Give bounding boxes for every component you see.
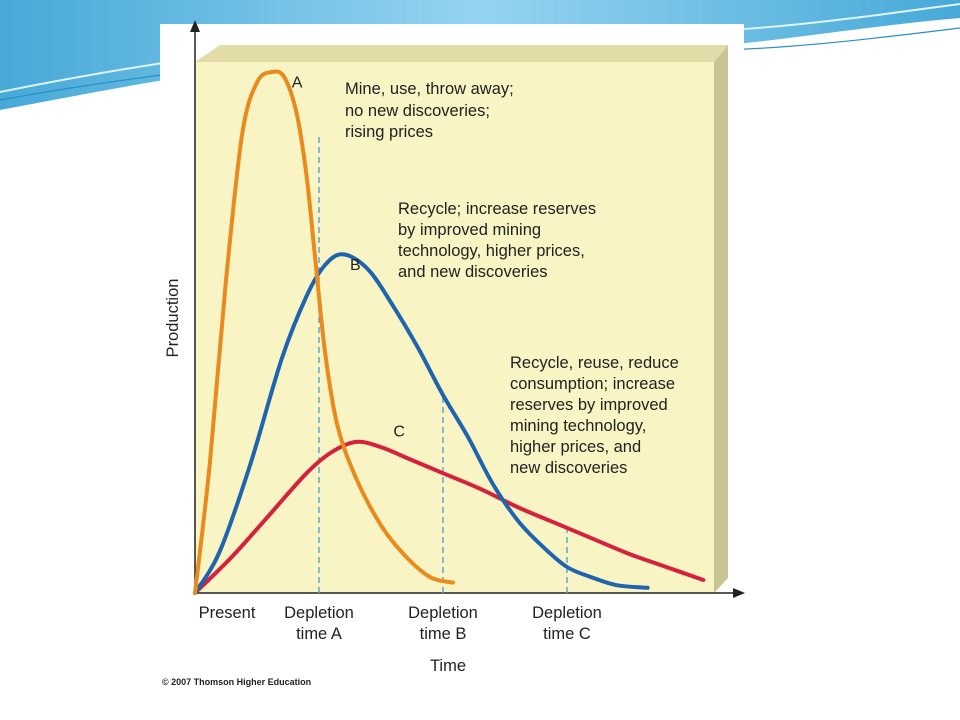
annotation-c-line-4: mining technology, [510, 417, 646, 435]
annotation-c-line-2: consumption; increase [510, 375, 675, 393]
depletion-lines [318, 134, 568, 593]
series-label-a: A [292, 75, 303, 92]
plot-area [195, 62, 714, 593]
x-tick-depletion-c-line-1: Depletion [532, 604, 602, 622]
annotation-a-line-3: rising prices [345, 123, 433, 141]
x-tick-depletion-c-line-2: time C [543, 625, 591, 643]
copyright-note: © 2007 Thomson Higher Education [162, 677, 312, 687]
plot-box-top [195, 45, 728, 62]
x-tick-depletion-a-line-2: time A [296, 625, 342, 643]
annotation-c-line-3: reserves by improved [510, 396, 668, 414]
annotation-c-line-6: new discoveries [510, 459, 627, 477]
annotation-c-line-5: higher prices, and [510, 438, 641, 456]
plot-box-side [714, 45, 728, 593]
annotation-b-line-3: technology, higher prices, [398, 242, 585, 260]
x-tick-depletion-b-line-1: Depletion [408, 604, 478, 622]
x-axis-arrow [733, 588, 745, 598]
x-tick-depletion-a-line-1: Depletion [284, 604, 354, 622]
x-axis-title: Time [430, 657, 466, 675]
series-line-c [193, 439, 706, 595]
x-tick-depletion-b-line-2: time B [420, 625, 467, 643]
annotation-a-line-2: no new discoveries; [345, 102, 490, 120]
series-group [193, 69, 706, 595]
series-label-c: C [393, 424, 405, 441]
y-axis-arrow [190, 20, 200, 32]
series-label-b: B [350, 257, 361, 274]
annotation-a-line-1: Mine, use, throw away; [345, 80, 514, 98]
x-tick-present: Present [199, 604, 256, 622]
annotation-b-line-2: by improved mining [398, 221, 541, 239]
annotation-b-line-1: Recycle; increase reserves [398, 200, 596, 218]
series-line-b [193, 252, 650, 595]
annotation-c-line-1: Recycle, reuse, reduce [510, 354, 679, 372]
series-line-a [193, 69, 455, 595]
y-axis-title: Production [164, 279, 182, 358]
annotation-b-line-4: and new discoveries [398, 263, 548, 281]
